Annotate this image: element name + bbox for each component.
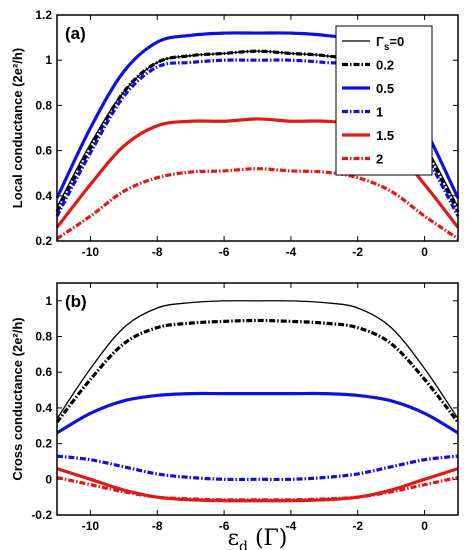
series-line-1 [56, 454, 459, 482]
panel-a: -10 -8 -6 -4 -2 0 0.2 0.4 0.6 0.8 1 1.2 (a) Local c… [10, 8, 460, 259]
x-tick-label: -8 [152, 245, 163, 259]
y-tick-label: 0.6 [35, 144, 52, 158]
panel-b-ticks: -10 -8 -6 -4 -2 0 -0.2 0 0.2 0.4 0.6 0.8 1 [31, 283, 458, 533]
y-tick-label: 0.6 [35, 365, 52, 379]
series-line-s0 [56, 300, 459, 419]
series-line-1-5 [56, 467, 459, 503]
x-tick-label: -4 [286, 519, 297, 533]
series-line-0-2 [55, 318, 460, 424]
panel-b-y-axis-label: Cross conductance (2e²/h) [10, 317, 25, 480]
x-tick-label: -6 [219, 245, 230, 259]
x-axis-label-subscript: d [239, 539, 248, 550]
series-line-2 [56, 167, 459, 241]
x-tick-label: -4 [286, 245, 297, 259]
panel-a-frame [56, 14, 459, 242]
y-tick-label: 0.2 [35, 234, 52, 248]
panel-b: -10 -8 -6 -4 -2 0 -0.2 0 0.2 0.4 0.6 0.8 1 (b) Cross… [10, 282, 460, 533]
legend-entry-label: 1.5 [376, 128, 394, 143]
x-tick-label: -2 [352, 245, 363, 259]
legend-box [335, 25, 433, 176]
legend-entry-label: Γs=0 [376, 34, 404, 53]
y-tick-label: 0.8 [35, 330, 52, 344]
panel-b-frame [56, 282, 459, 516]
y-tick-label: 0.8 [35, 98, 52, 112]
series-line-2 [56, 475, 459, 502]
legend-entry-label: 1 [376, 105, 383, 120]
y-tick-label: 0 [45, 472, 52, 486]
legend-entry-label: 0.5 [376, 81, 394, 96]
legend-entry-label: 2 [376, 152, 383, 167]
legend-eq: =0 [389, 34, 404, 49]
y-tick-label: 0.2 [35, 437, 52, 451]
x-tick-label: -8 [152, 519, 163, 533]
legend-entry-label: 0.2 [376, 58, 394, 73]
y-tick-label: 1 [45, 294, 52, 308]
x-tick-label: 0 [421, 519, 428, 533]
legend-items: Γs=0 0.2 0.5 1 1.5 2 [342, 34, 404, 167]
y-tick-label: -0.2 [31, 508, 52, 522]
x-axis-label: εd (Γ) [228, 526, 288, 550]
x-tick-label: -2 [352, 519, 363, 533]
legend-gamma: Γ [376, 34, 384, 49]
y-tick-label: 0.4 [35, 189, 52, 203]
panel-b-series [55, 300, 460, 503]
x-tick-label: -10 [82, 519, 100, 533]
panel-b-label: (b) [65, 292, 87, 311]
x-tick-label: 0 [421, 245, 428, 259]
panel-a-y-axis-label: Local conductance (2e²/h) [10, 48, 25, 208]
series-line-0-2 [55, 49, 460, 213]
x-tick-label: -6 [219, 519, 230, 533]
x-axis-label-symbol: ε [228, 526, 239, 550]
series-line-0-5 [56, 391, 459, 435]
x-tick-label: -10 [82, 245, 100, 259]
y-tick-label: 1.2 [35, 8, 52, 22]
panel-a-ticks: -10 -8 -6 -4 -2 0 0.2 0.4 0.6 0.8 1 1.2 [35, 8, 458, 259]
legend-gamma-sub: s [384, 42, 390, 53]
legend: Γs=0 0.2 0.5 1 1.5 2 [335, 25, 433, 176]
panel-a-label: (a) [65, 24, 86, 43]
y-tick-label: 1 [45, 53, 52, 67]
y-tick-label: 0.4 [35, 401, 52, 415]
x-axis-label-unit: (Γ) [248, 526, 287, 550]
